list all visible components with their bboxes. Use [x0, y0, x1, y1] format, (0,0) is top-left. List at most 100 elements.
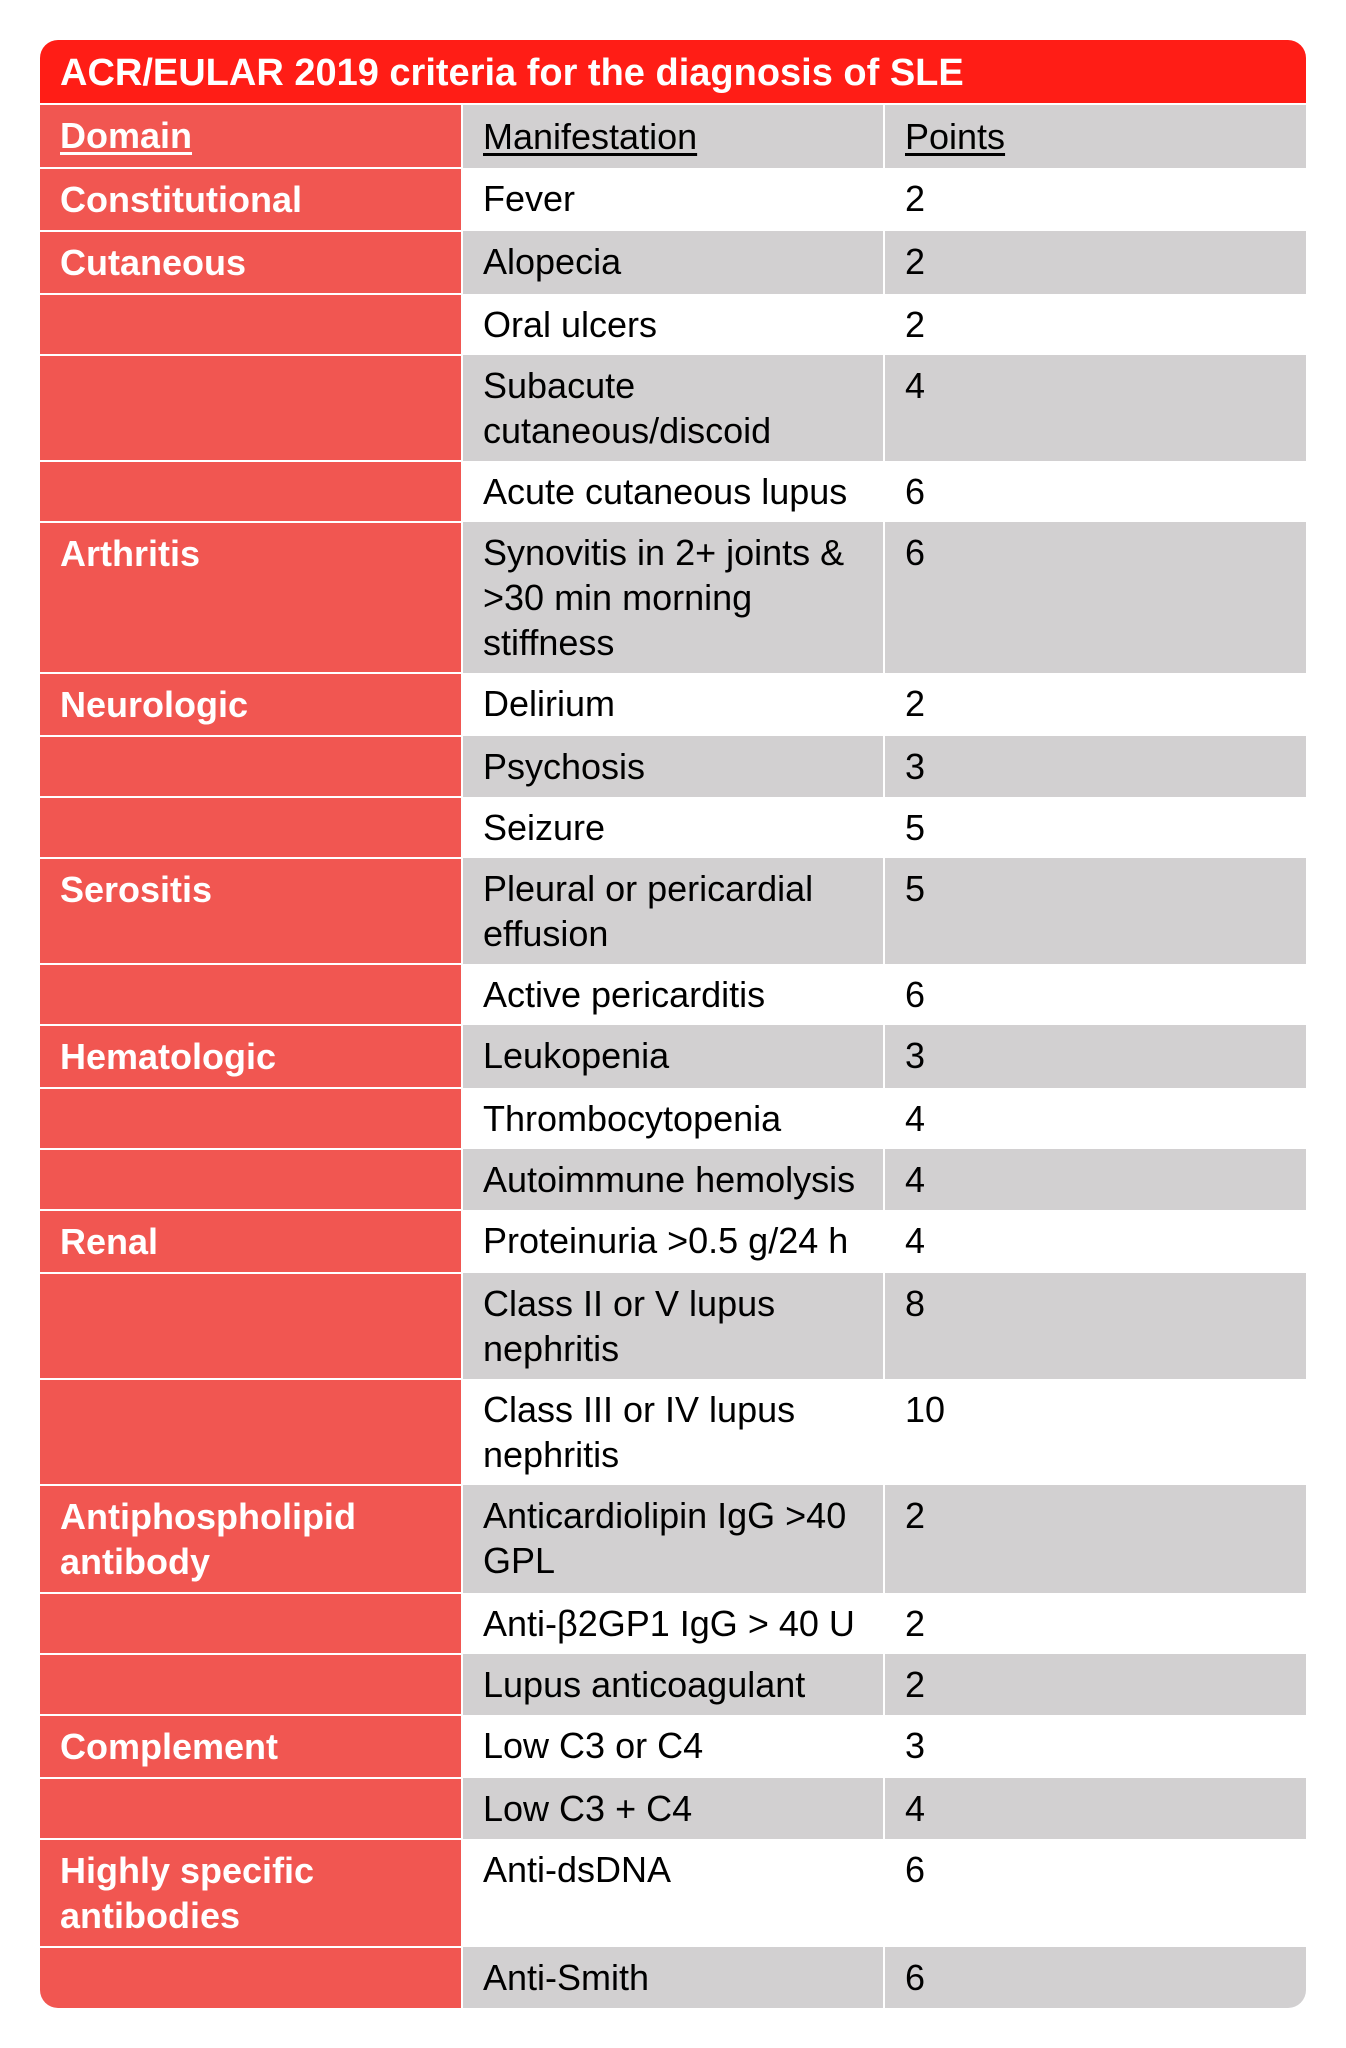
domain-cell: Hematologic	[40, 1025, 462, 1088]
points-cell: 6	[884, 1947, 1306, 2008]
manifestation-cell: Alopecia	[462, 231, 884, 294]
title-row: ACR/EULAR 2019 criteria for the diagnosi…	[40, 40, 1306, 104]
domain-cell	[40, 355, 462, 461]
table-row: Thrombocytopenia4	[40, 1088, 1306, 1149]
points-cell: 2	[884, 168, 1306, 231]
table-row: Autoimmune hemolysis4	[40, 1149, 1306, 1210]
table-row: Active pericarditis6	[40, 964, 1306, 1025]
points-cell: 4	[884, 1088, 1306, 1149]
domain-cell	[40, 1273, 462, 1379]
table-row: Oral ulcers2	[40, 294, 1306, 355]
manifestation-cell: Seizure	[462, 797, 884, 858]
table-row: Antiphospholipid antibodyAnticardiolipin…	[40, 1485, 1306, 1593]
points-cell: 6	[884, 522, 1306, 673]
manifestation-cell: Proteinuria >0.5 g/24 h	[462, 1210, 884, 1273]
col-header-manifestation: Manifestation	[462, 104, 884, 168]
domain-cell	[40, 1654, 462, 1715]
points-cell: 2	[884, 1485, 1306, 1593]
points-cell: 2	[884, 673, 1306, 736]
manifestation-cell: Low C3 or C4	[462, 1715, 884, 1778]
col-header-points: Points	[884, 104, 1306, 168]
manifestation-cell: Anti-β2GP1 IgG > 40 U	[462, 1593, 884, 1654]
points-cell: 2	[884, 1593, 1306, 1654]
domain-cell	[40, 1947, 462, 2008]
points-cell: 4	[884, 355, 1306, 461]
domain-cell	[40, 1149, 462, 1210]
manifestation-cell: Acute cutaneous lupus	[462, 461, 884, 522]
domain-cell	[40, 1379, 462, 1485]
header-row: Domain Manifestation Points	[40, 104, 1306, 168]
manifestation-cell: Anti-Smith	[462, 1947, 884, 2008]
table-row: ComplementLow C3 or C43	[40, 1715, 1306, 1778]
domain-cell	[40, 294, 462, 355]
domain-cell: Renal	[40, 1210, 462, 1273]
criteria-table: ACR/EULAR 2019 criteria for the diagnosi…	[40, 40, 1306, 2008]
points-cell: 2	[884, 1654, 1306, 1715]
manifestation-cell: Thrombocytopenia	[462, 1088, 884, 1149]
table-row: Subacute cutaneous/discoid4	[40, 355, 1306, 461]
table-row: CutaneousAlopecia2	[40, 231, 1306, 294]
points-cell: 5	[884, 797, 1306, 858]
manifestation-cell: Anticardiolipin IgG >40 GPL	[462, 1485, 884, 1593]
points-cell: 6	[884, 964, 1306, 1025]
table-row: Psychosis3	[40, 736, 1306, 797]
table-row: Class II or V lupus nephritis8	[40, 1273, 1306, 1379]
table-row: ConstitutionalFever2	[40, 168, 1306, 231]
points-cell: 5	[884, 858, 1306, 964]
table-row: Class III or IV lupus nephritis10	[40, 1379, 1306, 1485]
domain-cell	[40, 1593, 462, 1654]
points-cell: 3	[884, 1025, 1306, 1088]
points-cell: 8	[884, 1273, 1306, 1379]
domain-cell: Serositis	[40, 858, 462, 964]
manifestation-cell: Pleural or pericardial effusion	[462, 858, 884, 964]
table-row: NeurologicDelirium2	[40, 673, 1306, 736]
domain-cell: Arthritis	[40, 522, 462, 673]
manifestation-cell: Leukopenia	[462, 1025, 884, 1088]
table-row: Acute cutaneous lupus6	[40, 461, 1306, 522]
domain-cell	[40, 461, 462, 522]
table-title: ACR/EULAR 2019 criteria for the diagnosi…	[40, 40, 1306, 104]
domain-cell: Neurologic	[40, 673, 462, 736]
table-row: ArthritisSynovitis in 2+ joints & >30 mi…	[40, 522, 1306, 673]
table-row: Anti-β2GP1 IgG > 40 U2	[40, 1593, 1306, 1654]
domain-cell: Antiphospholipid antibody	[40, 1485, 462, 1593]
manifestation-cell: Delirium	[462, 673, 884, 736]
manifestation-cell: Class II or V lupus nephritis	[462, 1273, 884, 1379]
manifestation-cell: Subacute cutaneous/discoid	[462, 355, 884, 461]
table-row: SerositisPleural or pericardial effusion…	[40, 858, 1306, 964]
points-cell: 3	[884, 736, 1306, 797]
table-row: Highly specific antibodiesAnti-dsDNA6	[40, 1839, 1306, 1947]
domain-cell	[40, 1088, 462, 1149]
table-row: Seizure5	[40, 797, 1306, 858]
points-cell: 6	[884, 1839, 1306, 1947]
domain-cell	[40, 797, 462, 858]
domain-cell	[40, 964, 462, 1025]
domain-cell	[40, 1778, 462, 1839]
points-cell: 2	[884, 231, 1306, 294]
table-row: Anti-Smith6	[40, 1947, 1306, 2008]
manifestation-cell: Oral ulcers	[462, 294, 884, 355]
domain-cell: Complement	[40, 1715, 462, 1778]
table-row: RenalProteinuria >0.5 g/24 h4	[40, 1210, 1306, 1273]
table-row: HematologicLeukopenia3	[40, 1025, 1306, 1088]
points-cell: 4	[884, 1778, 1306, 1839]
points-cell: 4	[884, 1210, 1306, 1273]
manifestation-cell: Anti-dsDNA	[462, 1839, 884, 1947]
points-cell: 2	[884, 294, 1306, 355]
manifestation-cell: Autoimmune hemolysis	[462, 1149, 884, 1210]
manifestation-cell: Class III or IV lupus nephritis	[462, 1379, 884, 1485]
points-cell: 4	[884, 1149, 1306, 1210]
domain-cell: Highly specific antibodies	[40, 1839, 462, 1947]
manifestation-cell: Low C3 + C4	[462, 1778, 884, 1839]
manifestation-cell: Fever	[462, 168, 884, 231]
domain-cell	[40, 736, 462, 797]
manifestation-cell: Psychosis	[462, 736, 884, 797]
table-body: ConstitutionalFever2CutaneousAlopecia2Or…	[40, 168, 1306, 2008]
domain-cell: Constitutional	[40, 168, 462, 231]
manifestation-cell: Synovitis in 2+ joints & >30 min morning…	[462, 522, 884, 673]
points-cell: 6	[884, 461, 1306, 522]
manifestation-cell: Active pericarditis	[462, 964, 884, 1025]
domain-cell: Cutaneous	[40, 231, 462, 294]
table-row: Lupus anticoagulant2	[40, 1654, 1306, 1715]
points-cell: 3	[884, 1715, 1306, 1778]
